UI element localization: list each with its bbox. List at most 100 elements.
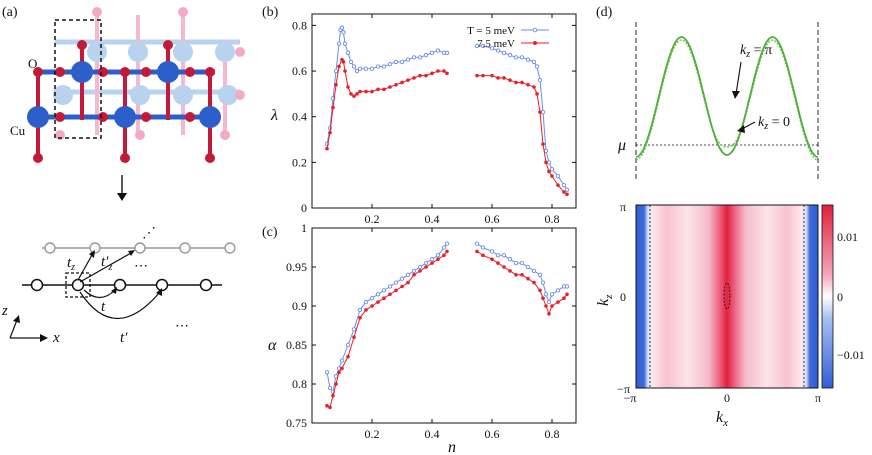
data-point [520, 80, 524, 85]
crystal-front-layer [27, 40, 221, 163]
crystal-back-layer [53, 7, 245, 140]
data-point [348, 59, 354, 65]
kz-tick-0: 0 [620, 290, 626, 304]
data-point [388, 292, 392, 297]
panel-d-label: (d) [596, 5, 613, 20]
arrow-down-icon [117, 175, 127, 201]
data-point [531, 268, 537, 274]
plot-frame [311, 227, 577, 424]
series-line [326, 251, 448, 409]
panel-a-label: (a) [2, 5, 18, 20]
data-point [328, 130, 332, 135]
data-point [412, 76, 416, 80]
data-point [513, 260, 519, 266]
axis-ticks: 0.2 0.4 0.6 0.8 0.75 0.8 0.85 0.9 0.95 1 [286, 221, 576, 441]
data-point [538, 110, 542, 114]
data-point [546, 299, 552, 305]
y-tick-label: 0.4 [292, 110, 307, 124]
x-axis-label: n [448, 439, 456, 455]
data-point [400, 80, 404, 85]
data-point [475, 73, 479, 78]
y-tick-label: 0 [301, 201, 307, 215]
data-point [327, 385, 333, 391]
data-point [474, 43, 480, 49]
data-point [547, 312, 551, 316]
data-point [495, 253, 501, 258]
x-tick-label: 0.8 [545, 212, 560, 226]
data-point [328, 405, 332, 410]
data-point [544, 160, 548, 165]
y-tick-label: 0.85 [286, 338, 307, 352]
data-point [490, 73, 494, 78]
data-point [481, 253, 485, 258]
y-tick-label: 0.9 [292, 299, 307, 313]
legend-label-7.5mev: 7.5 meV [477, 38, 515, 50]
data-point [423, 260, 429, 266]
data-point [502, 76, 506, 80]
data-point [325, 146, 329, 151]
colorbar [821, 204, 834, 389]
data-point [435, 48, 441, 53]
data-point [405, 272, 411, 277]
data-point [430, 261, 434, 265]
data-point [346, 354, 350, 359]
y-tick-label: 0.95 [286, 260, 307, 274]
series-line [476, 250, 568, 316]
data-point [481, 73, 485, 78]
data-point [534, 64, 540, 69]
data-point [324, 370, 330, 375]
data-point [325, 404, 329, 408]
data-point [358, 89, 362, 94]
data-point [549, 292, 555, 297]
ellipsis-lower: ⋯ [175, 319, 189, 334]
data-point [354, 68, 360, 74]
data-point [381, 64, 387, 69]
data-point [400, 284, 404, 289]
kx-tick-pi: π [815, 391, 821, 405]
data-point [370, 89, 374, 94]
data-point [435, 253, 441, 258]
data-point [375, 64, 381, 69]
y-axis-label: α [268, 337, 277, 354]
data-point [393, 280, 399, 285]
kz-tick-pi: π [620, 200, 626, 214]
data-point [555, 288, 561, 293]
data-point [546, 160, 552, 165]
data-point [561, 183, 567, 188]
data-point [430, 71, 434, 76]
data-point [525, 264, 531, 270]
mu-label: μ [617, 137, 626, 154]
data-point [442, 69, 446, 73]
data-point [525, 57, 531, 62]
y-tick-label: 0.2 [292, 155, 307, 169]
data-point [345, 342, 351, 348]
data-point [535, 92, 539, 96]
data-point [394, 82, 398, 87]
data-point [363, 299, 369, 305]
colorbar-tick-neg: −0.01 [837, 348, 865, 362]
heatmap-x-label: kx [716, 409, 728, 429]
data-point [501, 253, 507, 258]
data-point [526, 82, 530, 87]
data-point [339, 25, 345, 30]
series-group [324, 25, 570, 197]
chain-model [22, 242, 236, 319]
data-point [339, 358, 345, 363]
data-point [333, 68, 339, 74]
kz-pi-label: kz = π [740, 43, 772, 60]
data-point [514, 80, 518, 85]
copper-label: Cu [10, 123, 26, 138]
data-point [355, 92, 359, 96]
x-tick-label: 0.6 [485, 212, 500, 226]
data-point [490, 257, 494, 262]
data-point [480, 43, 486, 49]
dispersion-plot [635, 22, 819, 180]
y-tick-label: 1 [301, 221, 307, 235]
x-tick-label: 0.4 [425, 212, 440, 226]
fermi-contour-center [723, 282, 731, 310]
data-point [519, 260, 525, 266]
data-point [336, 366, 342, 371]
data-point [475, 249, 479, 254]
data-point [376, 300, 380, 304]
plot-frame [311, 13, 577, 209]
